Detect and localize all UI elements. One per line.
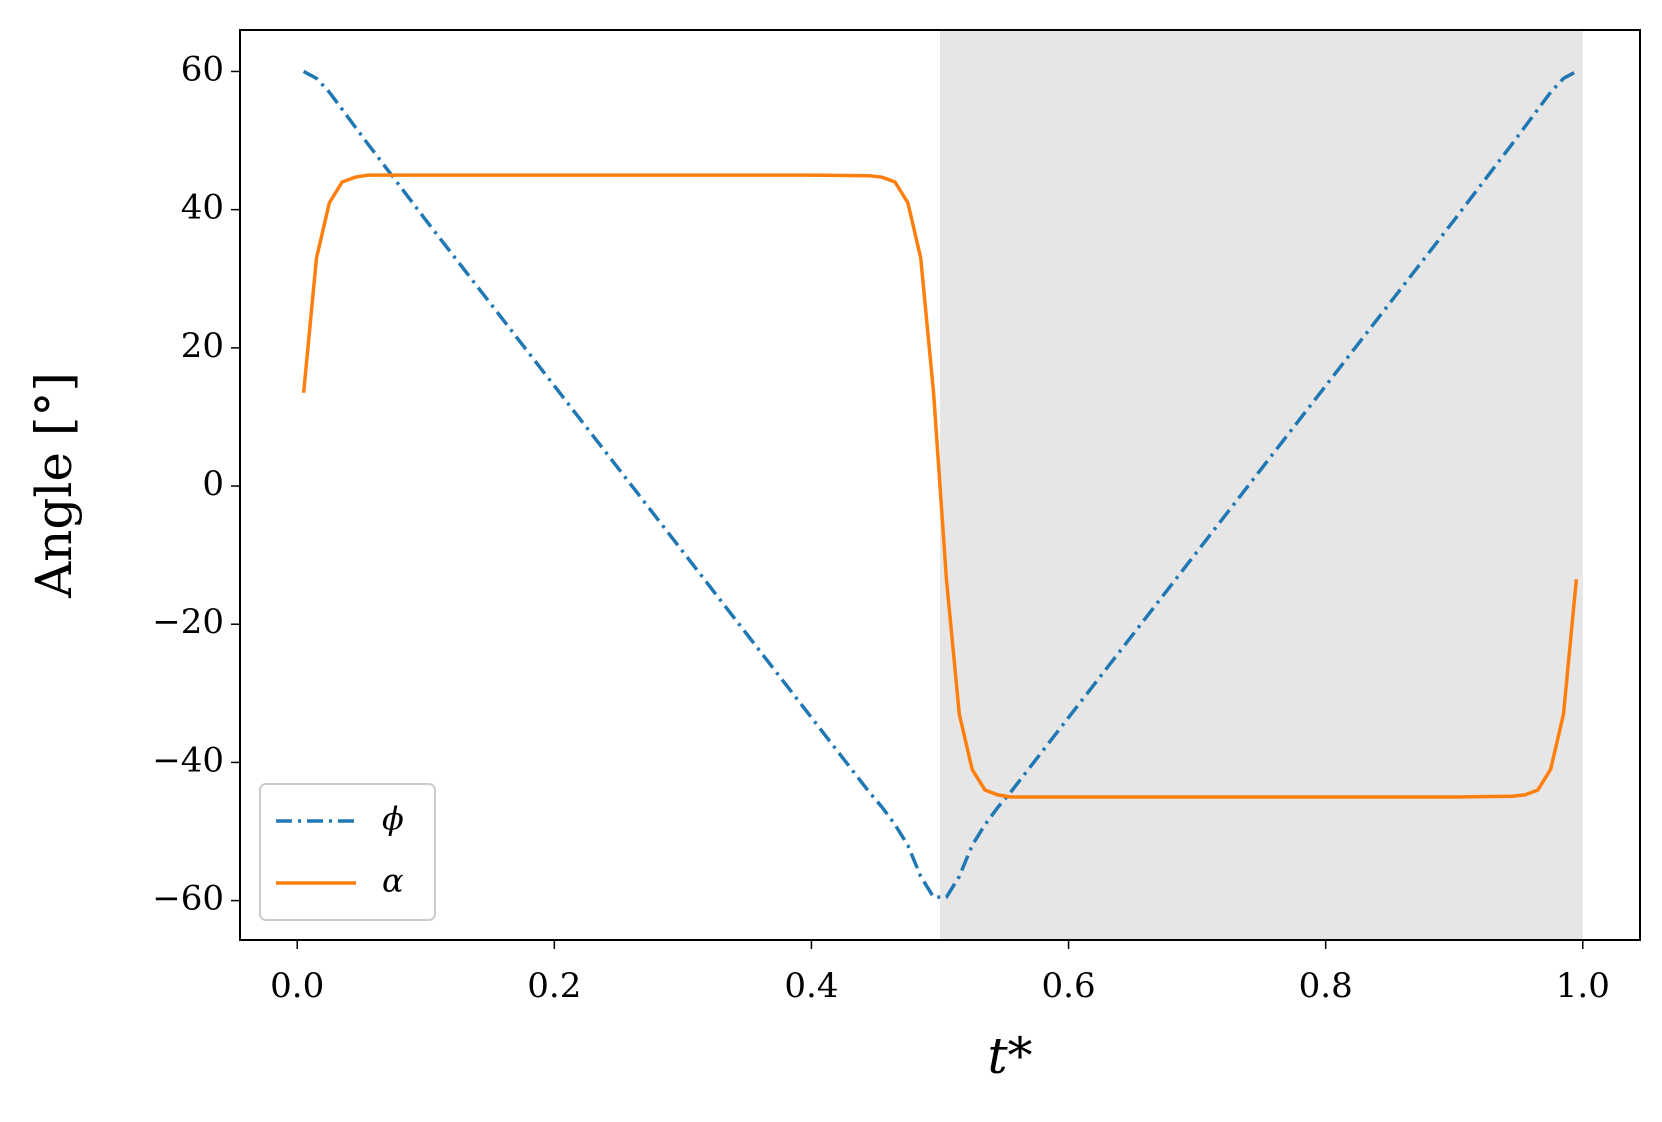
- x-axis-label: t*: [987, 1027, 1032, 1085]
- x-tick-label: 0.8: [1299, 966, 1353, 1006]
- legend-label: α: [382, 862, 404, 900]
- y-tick-label: −40: [152, 740, 224, 780]
- y-tick-label: 0: [202, 464, 224, 504]
- x-tick-label: 1.0: [1556, 966, 1610, 1006]
- x-tick-label: 0.6: [1042, 966, 1096, 1006]
- x-tick-label: 0.2: [527, 966, 581, 1006]
- y-tick-label: 40: [181, 188, 224, 228]
- x-tick-label: 0.4: [784, 966, 838, 1006]
- x-tick-label: 0.0: [270, 966, 324, 1006]
- y-tick-label: −60: [152, 879, 224, 919]
- series-line: [301, 173, 1579, 799]
- y-tick-label: 60: [181, 49, 224, 89]
- y-tick-label: 20: [181, 326, 224, 366]
- y-tick-label: −20: [152, 602, 224, 642]
- legend: ϕα: [259, 783, 436, 921]
- legend-box: [259, 783, 436, 921]
- series-line: [302, 69, 1578, 899]
- plot-frame: [239, 29, 1641, 941]
- y-axis-label: Angle [°]: [25, 372, 83, 599]
- shaded-region: [940, 30, 1583, 940]
- legend-label: ϕ: [382, 800, 404, 838]
